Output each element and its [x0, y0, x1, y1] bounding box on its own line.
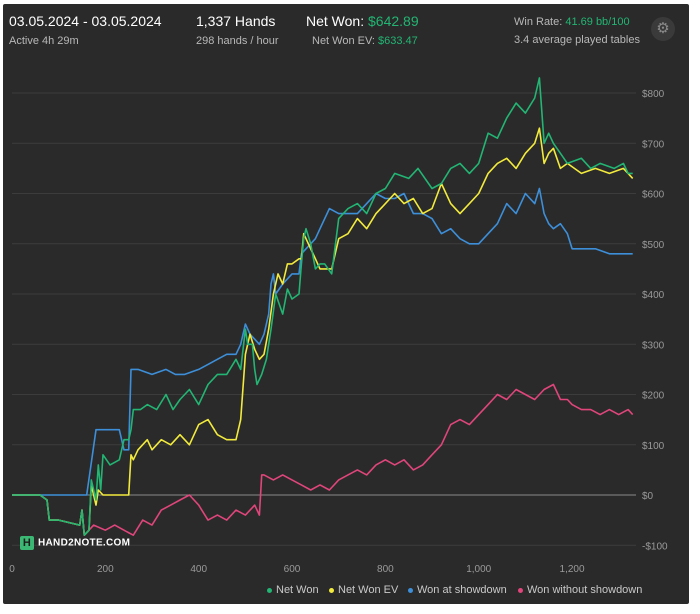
y-tick-label: $200	[642, 391, 665, 402]
hands-count: 1,337 Hands	[196, 13, 276, 29]
hands-per-hour: 298 hands / hour	[196, 35, 279, 47]
net-won-label: Net Won:	[306, 13, 368, 29]
legend-label-showdown: Won at showdown	[417, 584, 507, 596]
win-rate-label: Win Rate:	[514, 16, 566, 28]
legend-net-won[interactable]: Net Won	[267, 584, 319, 596]
logo-mark-icon: H	[20, 536, 34, 550]
x-tick-label: 1,200	[560, 564, 585, 575]
legend-dot-non-showdown	[518, 587, 523, 593]
series-net-won	[12, 77, 633, 537]
y-tick-label: $800	[642, 89, 665, 100]
y-tick-label: $100	[642, 441, 665, 452]
net-won-value: $642.89	[368, 13, 419, 29]
x-tick-label: 400	[190, 564, 207, 575]
win-rate-value: 41.69 bb/100	[565, 16, 630, 28]
net-won-ev-value: $633.47	[378, 35, 418, 47]
x-tick-label: 1,000	[466, 564, 491, 575]
series-net-won-ev	[12, 127, 634, 537]
net-won-ev: Net Won EV: $633.47	[312, 35, 418, 47]
series-won-at-showdown	[12, 187, 633, 496]
gear-icon[interactable]: ⚙	[651, 17, 675, 41]
y-tick-label: $300	[642, 340, 665, 351]
legend-dot-net-won-ev	[329, 587, 334, 593]
date-range: 03.05.2024 - 03.05.2024	[9, 13, 162, 29]
hand2note-logo: H HAND2NOTE.COM	[20, 536, 130, 550]
legend-dot-showdown	[408, 587, 413, 593]
x-tick-label: 600	[284, 564, 301, 575]
legend-label-non-showdown: Won without showdown	[527, 584, 643, 596]
legend-showdown[interactable]: Won at showdown	[408, 584, 507, 596]
x-tick-label: 800	[377, 564, 394, 575]
legend-non-showdown[interactable]: Won without showdown	[518, 584, 642, 596]
win-rate: Win Rate: 41.69 bb/100	[514, 16, 630, 28]
x-tick-label: 0	[9, 564, 15, 575]
y-tick-label: $700	[642, 139, 665, 150]
y-tick-label: -$100	[642, 541, 668, 552]
y-tick-label: $600	[642, 190, 665, 201]
chart-panel	[3, 4, 689, 604]
y-tick-label: $500	[642, 240, 665, 251]
legend-label-net-won-ev: Net Won EV	[338, 584, 399, 596]
average-tables: 3.4 average played tables	[514, 34, 640, 46]
y-tick-label: $400	[642, 290, 665, 301]
net-won: Net Won: $642.89	[306, 13, 419, 29]
logo-text: HAND2NOTE.COM	[38, 537, 131, 549]
active-time: Active 4h 29m	[9, 35, 79, 47]
series-won-without-showdown	[12, 383, 634, 537]
y-tick-label: $0	[642, 491, 654, 502]
legend-net-won-ev[interactable]: Net Won EV	[329, 584, 398, 596]
x-tick-label: 200	[97, 564, 114, 575]
legend-dot-net-won	[267, 587, 272, 593]
legend-label-net-won: Net Won	[276, 584, 319, 596]
net-won-ev-label: Net Won EV:	[312, 35, 379, 47]
